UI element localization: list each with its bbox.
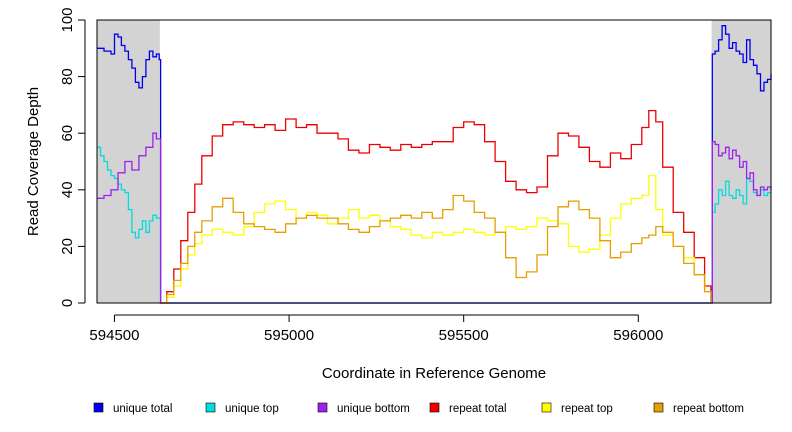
legend-label-repeat-bottom: repeat bottom xyxy=(673,403,744,415)
legend-swatch-repeat-total xyxy=(429,402,440,413)
y-tick-label: 40 xyxy=(59,181,76,198)
x-tick-label: 596000 xyxy=(613,327,663,344)
legend-swatch-repeat-top xyxy=(541,402,552,413)
y-axis: 0 20 40 60 80 100 xyxy=(59,7,86,307)
y-axis-title: Read Coverage Depth xyxy=(25,87,42,236)
series-line-unique-total xyxy=(97,25,772,304)
legend: unique total unique top unique bottom repea… xyxy=(93,402,744,415)
x-tick-label: 595000 xyxy=(264,327,314,344)
legend-label-unique-bottom: unique bottom xyxy=(337,403,410,415)
series-line-repeat-bottom xyxy=(160,194,712,304)
series-line-repeat-total xyxy=(160,109,712,304)
shaded-regions xyxy=(97,20,771,303)
y-tick-label: 20 xyxy=(59,238,76,255)
x-tick-label: 594500 xyxy=(89,327,139,344)
legend-swatch-unique-bottom xyxy=(317,402,328,413)
legend-swatch-unique-top xyxy=(205,402,216,413)
y-tick-label: 0 xyxy=(59,299,76,307)
plot-frame xyxy=(96,19,772,304)
legend-label-unique-total: unique total xyxy=(113,403,172,415)
legend-swatch-repeat-bottom xyxy=(653,402,664,413)
legend-label-repeat-total: repeat total xyxy=(449,403,507,415)
series-line-repeat-top xyxy=(160,174,712,304)
legend-label-unique-top: unique top xyxy=(225,403,279,415)
series-lines xyxy=(97,25,772,304)
x-tick-label: 595500 xyxy=(439,327,489,344)
y-tick-label: 100 xyxy=(59,7,76,32)
legend-label-repeat-top: repeat top xyxy=(561,403,613,415)
y-tick-label: 80 xyxy=(59,68,76,85)
x-axis-title: Coordinate in Reference Genome xyxy=(322,365,546,382)
y-tick-label: 60 xyxy=(59,125,76,142)
series-line-unique-top xyxy=(97,146,771,304)
series-line-unique-bottom xyxy=(97,132,772,304)
shaded-region-2 xyxy=(711,20,771,303)
x-axis: 594500 595000 595500 596000 xyxy=(89,314,663,344)
legend-swatch-unique-total xyxy=(93,402,104,413)
